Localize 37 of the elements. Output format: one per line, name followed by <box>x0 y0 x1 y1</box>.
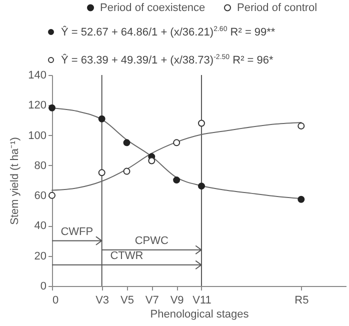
annotation: CPWC <box>134 234 169 247</box>
x-tick-label: R5 <box>294 294 309 306</box>
y-tick-label: 100 <box>28 130 46 142</box>
point <box>173 176 180 184</box>
y-tick-label: 20 <box>34 250 46 262</box>
x-tick-label: V11 <box>192 294 212 306</box>
point <box>123 139 130 146</box>
x-axis-title: Phenological stages <box>150 308 250 320</box>
point <box>173 139 180 146</box>
y-tick-label: 0 <box>40 280 46 292</box>
y-tick-label: 40 <box>34 220 46 232</box>
point <box>48 104 56 112</box>
point <box>198 182 205 190</box>
legend-label: Period of coexistence <box>100 2 206 14</box>
point <box>123 168 130 175</box>
x-tick-label: V5 <box>120 294 134 306</box>
y-tick-label: 140 <box>28 70 46 82</box>
point <box>98 169 106 176</box>
x-tick-label: V3 <box>96 294 110 306</box>
x-tick-label: V9 <box>170 294 184 306</box>
text: Ŷ = 52.67 + 64.86/1 + (x/36.21)$^{2.60}$ R² = 99** <box>61 26 276 39</box>
annotation: CTWR <box>110 250 144 262</box>
point <box>48 192 56 199</box>
y-axis-title: Stem yield (t ha⁻¹) <box>9 137 22 225</box>
x-tick-label: V7 <box>145 294 159 306</box>
point <box>148 157 156 164</box>
point <box>98 115 106 122</box>
annotation: CWFP <box>60 226 94 238</box>
point <box>298 122 305 130</box>
text: Ŷ = 63.39 + 49.39/1 + (x/38.73)$^{-2.50}$ R² = 96* <box>61 54 274 67</box>
y-tick-label: 60 <box>34 190 46 202</box>
x-tick-label: 0 <box>52 294 59 306</box>
point <box>298 196 305 203</box>
y-tick-label: 80 <box>34 160 46 172</box>
y-tick-label: 120 <box>28 100 46 112</box>
point <box>198 120 205 127</box>
legend-label: Period of control <box>237 2 318 14</box>
